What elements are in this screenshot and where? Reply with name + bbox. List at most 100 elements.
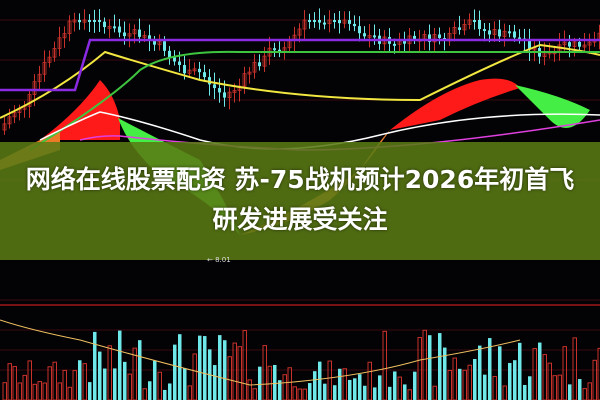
candle-body xyxy=(488,30,491,35)
volume-bar xyxy=(273,364,277,400)
volume-bar xyxy=(213,365,217,400)
candle-body xyxy=(62,33,67,39)
volume-bar xyxy=(473,359,477,400)
ribbon-red xyxy=(40,80,120,140)
volume-bar xyxy=(413,371,417,400)
candle-body xyxy=(462,23,467,31)
volume-bar xyxy=(323,383,327,400)
ma-yellow xyxy=(0,43,600,119)
volume-bar xyxy=(227,356,232,400)
volume-bar xyxy=(153,360,157,400)
volume-bar xyxy=(98,351,102,400)
candle-body xyxy=(107,25,112,29)
candle-body xyxy=(37,73,42,83)
candle-body xyxy=(302,19,307,30)
candle-body xyxy=(513,31,516,38)
candle-body xyxy=(428,34,431,42)
candle-body xyxy=(187,69,192,74)
candle-body xyxy=(247,71,252,75)
volume-bar xyxy=(223,340,227,400)
candle-body xyxy=(82,19,87,23)
volume-bar xyxy=(483,374,487,400)
candle-body xyxy=(438,34,441,39)
volume-bar xyxy=(333,385,337,400)
candle-body xyxy=(232,90,237,93)
headline: 网络在线股票配资 苏-75战机预计2026年初首飞 研发进展受关注 xyxy=(0,160,600,240)
candle-body xyxy=(132,29,137,35)
volume-bar xyxy=(237,346,242,400)
volume-bar xyxy=(393,371,397,400)
volume-bar xyxy=(42,382,47,400)
volume-bar xyxy=(2,382,7,400)
volume-bar xyxy=(327,360,332,400)
volume-bar xyxy=(107,345,112,400)
volume-bar xyxy=(27,360,32,400)
volume-bar xyxy=(7,363,12,400)
candle-body xyxy=(148,35,151,41)
volume-bar xyxy=(17,382,22,400)
volume-bar xyxy=(72,370,77,400)
candle-body xyxy=(72,19,77,23)
candle-body xyxy=(127,33,132,37)
candle-body xyxy=(308,20,311,22)
volume-bar xyxy=(52,361,57,400)
volume-bar xyxy=(292,386,297,400)
volume-bar xyxy=(528,376,532,400)
volume-bar xyxy=(232,342,237,400)
candle-body xyxy=(478,20,481,30)
volume-bar xyxy=(242,330,247,400)
volume-bar xyxy=(447,369,452,400)
candle-body xyxy=(318,20,321,23)
candle-body xyxy=(163,41,166,51)
volume-bar xyxy=(462,369,467,400)
volume-bar xyxy=(353,378,357,400)
candle-body xyxy=(333,20,336,22)
candle-body xyxy=(572,41,577,47)
volume-bar xyxy=(578,379,582,400)
volume-bar xyxy=(32,383,37,400)
volume-bar xyxy=(282,374,287,400)
volume-bar xyxy=(498,346,502,400)
ma-green xyxy=(29,50,600,151)
volume-ma xyxy=(0,319,521,386)
volume-bar xyxy=(363,385,367,400)
volume-bar xyxy=(157,371,162,400)
candle-body xyxy=(323,22,326,25)
candle-body xyxy=(327,19,332,25)
volume-bar xyxy=(488,338,492,400)
candle-body xyxy=(47,56,52,63)
volume-bar xyxy=(267,365,272,400)
candle-body xyxy=(173,57,176,62)
volume-bar xyxy=(168,383,172,400)
candle-body xyxy=(113,26,116,29)
candle-body xyxy=(367,34,372,38)
volume-bar xyxy=(373,387,377,400)
candle-body xyxy=(192,68,197,72)
volume-bar xyxy=(163,389,167,400)
volume-bar xyxy=(367,361,372,400)
volume-bar xyxy=(308,383,312,400)
candle-body xyxy=(432,34,437,43)
candle-body xyxy=(413,35,416,40)
headline-overlay-band xyxy=(0,142,600,260)
candle-body xyxy=(52,48,57,58)
candle-body xyxy=(142,34,147,38)
volume-bar xyxy=(388,386,392,400)
candle-body xyxy=(518,37,521,40)
volume-bar xyxy=(432,385,437,400)
volume-bar xyxy=(417,337,422,400)
volume-bar xyxy=(542,354,547,400)
ribbon-green-2 xyxy=(515,85,590,128)
volume-bar xyxy=(88,382,92,400)
candle-body xyxy=(123,32,126,37)
candle-body xyxy=(492,29,497,35)
volume-bar xyxy=(148,381,152,400)
candle-body xyxy=(27,94,32,107)
volume-bar xyxy=(502,385,507,400)
candle-body xyxy=(273,48,276,51)
volume-bar xyxy=(127,373,132,400)
candle-body xyxy=(138,29,141,37)
volume-bar xyxy=(532,348,537,400)
candle-body xyxy=(98,20,101,22)
